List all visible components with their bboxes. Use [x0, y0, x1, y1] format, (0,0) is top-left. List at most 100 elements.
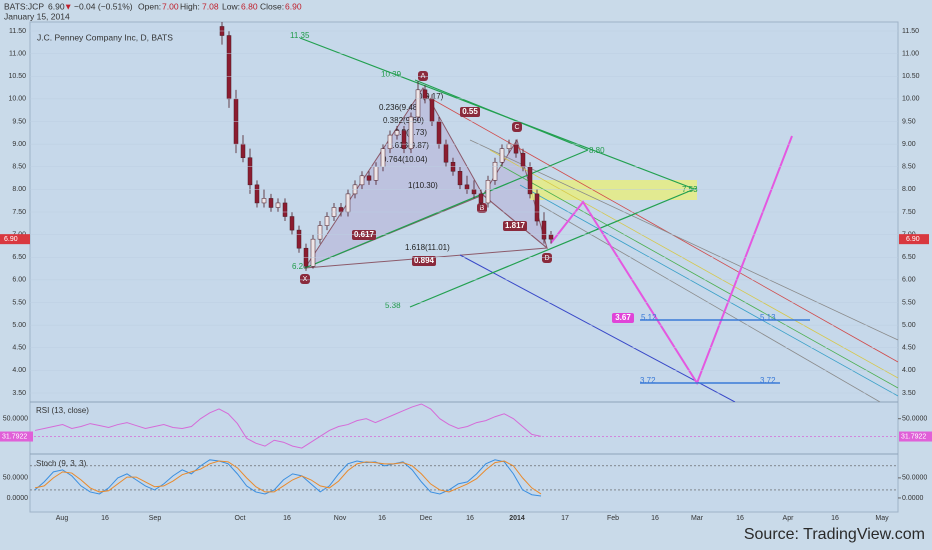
y-tick-label: 10.00 [902, 96, 920, 103]
x-tick-label: 17 [561, 515, 569, 522]
candle-body [534, 193, 540, 222]
candle-body [296, 229, 302, 249]
candle-body [247, 157, 253, 186]
y-tick-label: 6.00 [902, 277, 916, 284]
annotation: 0(9.17) [418, 92, 444, 101]
rsi-tag [899, 431, 932, 442]
annotation: 10.39 [381, 70, 402, 79]
stoch-line [34, 459, 542, 497]
y-tick-label: 4.00 [12, 367, 26, 374]
point-marker [300, 274, 310, 284]
candle-body [310, 238, 316, 267]
annotation: 5.38 [385, 301, 401, 310]
symbol: BATS:JCP [4, 1, 44, 11]
stoch-line [34, 460, 542, 495]
change: −0.04 (−0.51%) [74, 1, 133, 11]
fan-line [489, 149, 898, 379]
rsi-title: RSI (13, close) [36, 406, 89, 415]
y-tick-label: 10.50 [8, 73, 26, 80]
x-tick-label: 2014 [509, 515, 525, 522]
price-tag [899, 234, 929, 245]
y-tick-label: 8.50 [902, 164, 916, 171]
y-tick-label: 3.50 [12, 390, 26, 397]
fan-line [469, 139, 898, 341]
annotation-box [503, 221, 527, 231]
price-tag [0, 234, 30, 245]
y-tick-label: 11.50 [902, 28, 919, 35]
y-tick-label: 4.50 [902, 345, 916, 352]
y-tick-label: 8.00 [902, 186, 916, 193]
x-tick-label: Aug [56, 515, 69, 522]
candle-body [506, 143, 512, 149]
candle-body [422, 89, 428, 100]
candle-body [527, 166, 533, 195]
candle-body [240, 143, 246, 158]
y-tick-label: 50.0000 [902, 475, 927, 482]
y-tick-label: 7.50 [12, 209, 26, 216]
x-tick-label: 16 [101, 515, 109, 522]
y-tick-label: 9.50 [12, 118, 26, 125]
y-tick-label: 5.50 [12, 299, 26, 306]
rsi-tag-label: 31.7922 [901, 433, 926, 440]
point-marker [512, 122, 522, 132]
pitchfork-line [409, 187, 698, 308]
candle-body [485, 180, 491, 204]
x-tick-label: Apr [783, 515, 795, 522]
candle-body [415, 89, 421, 118]
fan-line [429, 97, 898, 363]
point-marker [477, 203, 487, 213]
x-tick-label: 16 [466, 515, 474, 522]
y-tick-label: 6.50 [902, 254, 916, 261]
down-arrow: ▼ [64, 1, 72, 11]
candle-body [443, 143, 449, 163]
candle-body [324, 216, 330, 226]
close: 6.90 [285, 1, 302, 11]
y-tick-label: 10.00 [8, 96, 26, 103]
y-tick-label: 4.00 [902, 367, 916, 374]
candle-body [520, 152, 526, 168]
y-tick-label: 5.50 [902, 299, 916, 306]
annotation-box [460, 107, 480, 117]
annotation: 1.618(11.01) [405, 243, 450, 252]
candle-body [373, 166, 379, 181]
x-tick-label: 16 [378, 515, 386, 522]
pitchfork-line [304, 149, 589, 269]
x-tick-label: 16 [831, 515, 839, 522]
annotation-box [352, 230, 376, 240]
candle-body [366, 175, 372, 181]
rsi-tag [0, 431, 33, 442]
y-tick-label: 6.50 [12, 254, 26, 261]
price-tag-label: 6.90 [4, 236, 18, 243]
annotation-box [412, 256, 436, 266]
fan-line [519, 184, 898, 397]
y-tick-label: 11.50 [9, 28, 26, 35]
y-tick-label: 5.00 [12, 322, 26, 329]
low: 6.80 [241, 1, 258, 11]
pitchfork-line [414, 79, 589, 151]
annotation: 0.236(9.48) [379, 103, 420, 112]
y-tick-label: 11.00 [9, 50, 26, 57]
fan-line [539, 204, 881, 402]
fan-line [459, 254, 736, 402]
y-tick-label: 10.50 [902, 73, 920, 80]
projection-path [550, 135, 793, 386]
x-tick-label: Dec [420, 515, 433, 522]
x-tick-label: Nov [334, 515, 347, 522]
x-tick-label: Oct [235, 515, 246, 522]
candle-body [499, 148, 505, 163]
annotation: 1.817 [505, 221, 526, 230]
y-tick-label: 7.50 [902, 209, 916, 216]
high: 7.08 [202, 1, 219, 11]
y-tick-label: 8.50 [12, 164, 26, 171]
chart-title: J.C. Penney Company Inc, D, BATS [37, 32, 173, 42]
candle-body [471, 189, 477, 195]
y-tick-label: 9.00 [902, 141, 916, 148]
last-price: 6.90 [48, 1, 65, 11]
candle-body [457, 171, 463, 186]
candle-body [394, 130, 400, 136]
candle-body [338, 207, 344, 213]
y-tick-label: 50.0000 [3, 416, 28, 423]
x-tick-label: May [875, 515, 889, 522]
point-label: X [303, 276, 308, 283]
